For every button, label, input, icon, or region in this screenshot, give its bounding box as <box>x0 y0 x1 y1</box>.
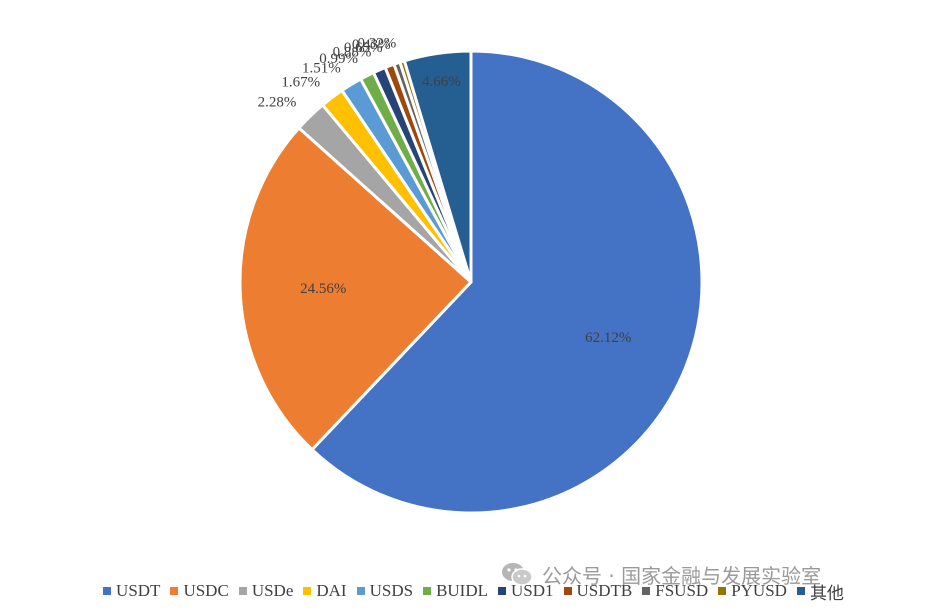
data-label-pyusd: 0.32% <box>357 35 396 51</box>
legend-label: USDC <box>183 581 229 600</box>
watermark-text: 公众号 · 国家金融与发展实验室 <box>542 563 822 588</box>
pie-slices <box>238 49 704 515</box>
legend-swatch <box>423 587 432 595</box>
pie-slice-usdc <box>238 126 473 452</box>
legend-swatch <box>170 587 179 595</box>
legend-label: USDe <box>251 581 294 600</box>
legend-item-usdtb: USDTB <box>563 581 633 601</box>
legend-swatch <box>103 587 112 595</box>
data-label-其他: 4.66% <box>422 74 461 90</box>
legend-item-fsusd: FSUSD <box>642 581 708 601</box>
data-labels: 62.12% 24.56% 2.28% 1.67%1.51%0.99%0.88%0.6… <box>258 35 632 345</box>
data-label-usd1: 0.88% <box>333 45 372 61</box>
wechat-icon <box>502 563 533 586</box>
watermark: 公众号 · 国家金融与发展实验室 <box>500 558 821 590</box>
legend-label: USD1 <box>511 581 554 600</box>
legend-swatch <box>642 587 651 595</box>
legend-item-其他: 其他 <box>796 579 844 604</box>
legend-swatch <box>796 587 805 595</box>
pie-slice-usdt <box>310 49 704 515</box>
legend-label: DAI <box>316 581 347 600</box>
legend-item-usde: USDe <box>238 581 294 601</box>
data-label-dai: 1.67% <box>281 74 320 90</box>
legend-item-usdt: USDT <box>103 581 160 601</box>
legend-swatch <box>356 587 365 595</box>
legend-item-usds: USDS <box>356 581 414 601</box>
legend-label: USDS <box>369 581 414 600</box>
pie-slice-其他 <box>402 49 473 284</box>
data-label-usde: 2.28% <box>258 95 297 111</box>
legend-swatch <box>718 587 727 595</box>
legend-label: USDTB <box>576 581 633 600</box>
legend-swatch <box>498 587 507 595</box>
legend-swatch <box>238 587 247 595</box>
legend-swatch <box>563 587 572 595</box>
legend: USDT USDC USDe DAI USDS BUIDL USD1 USDTB FSUSD PY… <box>0 578 947 604</box>
data-label-fsusd: 0.43% <box>352 37 391 53</box>
legend-item-buidl: BUIDL <box>423 581 488 601</box>
data-label-usds: 1.51% <box>302 60 341 76</box>
legend-item-usd1: USD1 <box>498 581 554 601</box>
legend-label: PYUSD <box>731 581 787 600</box>
legend-label: USDT <box>116 581 161 600</box>
legend-item-pyusd: PYUSD <box>718 581 787 601</box>
legend-item-dai: DAI <box>303 581 347 601</box>
legend-item-usdc: USDC <box>170 581 229 601</box>
legend-swatch <box>303 587 312 595</box>
legend-label: 其他 <box>809 583 844 603</box>
data-label-usdtb: 0.65% <box>344 40 383 56</box>
data-label-usdc: 24.56% <box>300 281 346 297</box>
data-label-buidl: 0.99% <box>319 51 358 67</box>
legend-label: FSUSD <box>655 581 709 600</box>
legend-label: BUIDL <box>436 581 489 600</box>
data-label-usdt: 62.12% <box>585 330 631 346</box>
